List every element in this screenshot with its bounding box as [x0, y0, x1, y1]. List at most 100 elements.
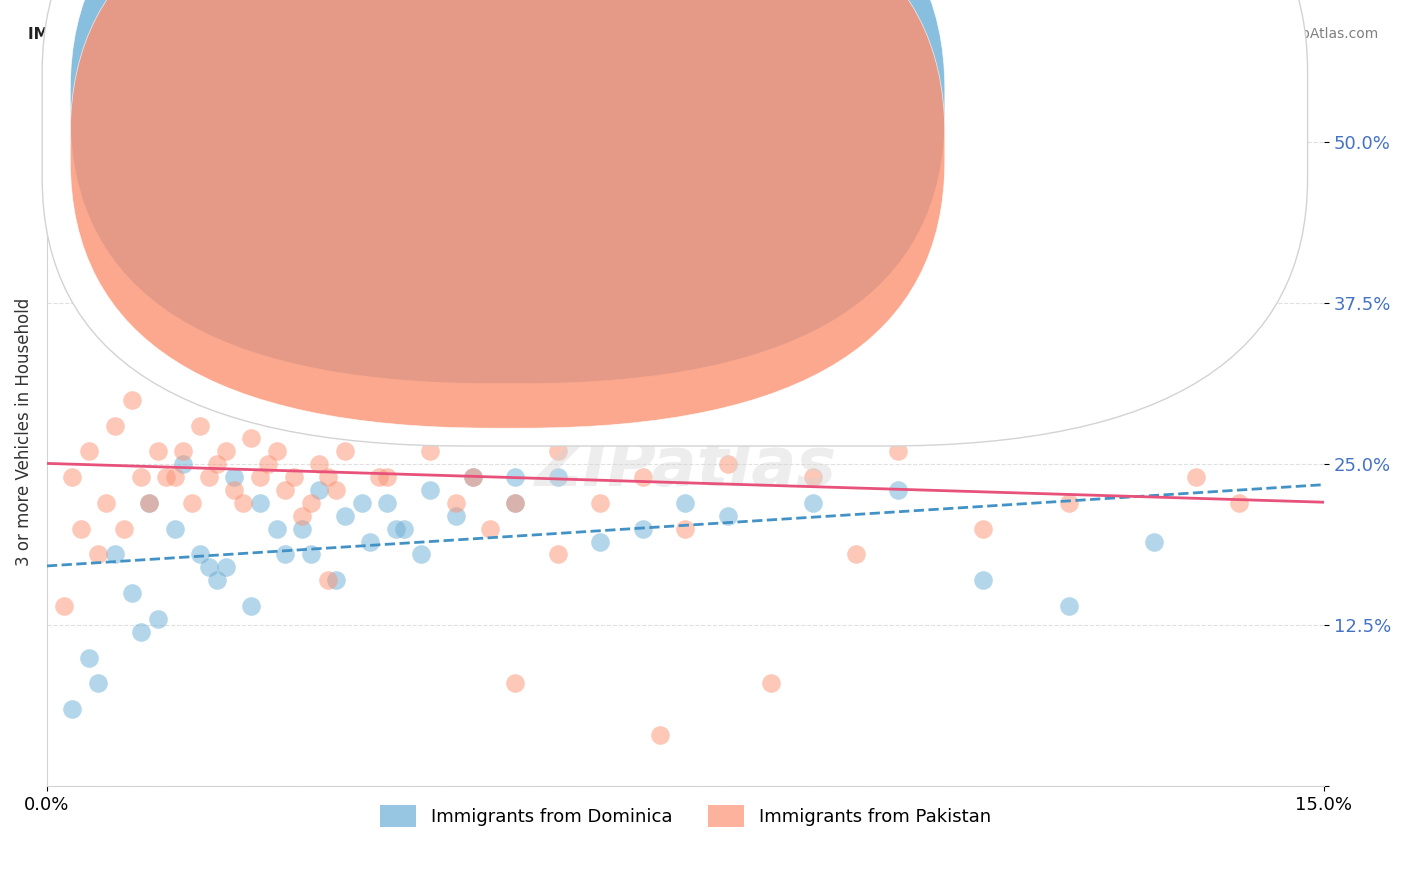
Point — [283, 470, 305, 484]
Point — [274, 548, 297, 562]
Point — [350, 496, 373, 510]
Point — [385, 522, 408, 536]
Point — [350, 418, 373, 433]
Point — [333, 508, 356, 523]
Point — [62, 702, 84, 716]
Point — [257, 457, 280, 471]
Point — [1143, 534, 1166, 549]
Point — [367, 470, 389, 484]
Point — [146, 444, 169, 458]
Point — [648, 728, 671, 742]
Point — [377, 470, 399, 484]
Text: R =  0.023   N = 69: R = 0.023 N = 69 — [534, 134, 710, 152]
Point — [205, 573, 228, 587]
Point — [402, 418, 425, 433]
Point — [394, 418, 416, 433]
Point — [266, 444, 288, 458]
Point — [96, 496, 118, 510]
Point — [503, 496, 526, 510]
Point — [121, 586, 143, 600]
Point — [87, 676, 110, 690]
Point — [79, 650, 101, 665]
Point — [52, 599, 75, 613]
Point — [232, 496, 254, 510]
Text: Source: ZipAtlas.com: Source: ZipAtlas.com — [1230, 27, 1378, 41]
Point — [104, 418, 127, 433]
Point — [385, 392, 408, 407]
Point — [377, 496, 399, 510]
Point — [70, 522, 93, 536]
Point — [215, 444, 238, 458]
Point — [224, 483, 246, 497]
Point — [163, 470, 186, 484]
Point — [240, 599, 263, 613]
Point — [530, 315, 553, 329]
Point — [1185, 470, 1208, 484]
Point — [887, 444, 910, 458]
Point — [333, 444, 356, 458]
Point — [274, 483, 297, 497]
Point — [673, 522, 696, 536]
Point — [155, 470, 177, 484]
Point — [87, 548, 110, 562]
Point — [240, 431, 263, 445]
Point — [266, 522, 288, 536]
Point — [444, 508, 467, 523]
Point — [224, 470, 246, 484]
Point — [411, 392, 433, 407]
Point — [547, 444, 569, 458]
Point — [801, 470, 824, 484]
Point — [717, 457, 740, 471]
Point — [419, 483, 441, 497]
Point — [503, 496, 526, 510]
Point — [887, 483, 910, 497]
Point — [291, 508, 314, 523]
Legend: Immigrants from Dominica, Immigrants from Pakistan: Immigrants from Dominica, Immigrants fro… — [373, 797, 998, 834]
Point — [299, 496, 322, 510]
Point — [249, 470, 271, 484]
Point — [461, 470, 484, 484]
Point — [801, 496, 824, 510]
Point — [325, 573, 347, 587]
Point — [759, 676, 782, 690]
Point — [104, 548, 127, 562]
Point — [188, 418, 211, 433]
Point — [547, 470, 569, 484]
Point — [299, 548, 322, 562]
Point — [589, 534, 612, 549]
Point — [717, 508, 740, 523]
Point — [631, 522, 654, 536]
Point — [138, 496, 160, 510]
Text: ZIPatlas: ZIPatlas — [534, 434, 837, 500]
Point — [308, 457, 330, 471]
Point — [394, 522, 416, 536]
Point — [172, 457, 194, 471]
Point — [419, 444, 441, 458]
Point — [197, 560, 219, 574]
Point — [249, 496, 271, 510]
Point — [138, 496, 160, 510]
Point — [308, 483, 330, 497]
Point — [1057, 496, 1080, 510]
Point — [453, 212, 475, 227]
Point — [291, 522, 314, 536]
Point — [673, 496, 696, 510]
Point — [112, 522, 135, 536]
Point — [631, 470, 654, 484]
Y-axis label: 3 or more Vehicles in Household: 3 or more Vehicles in Household — [15, 298, 32, 566]
Point — [359, 534, 381, 549]
Point — [564, 186, 586, 201]
Point — [316, 573, 339, 587]
Point — [146, 612, 169, 626]
Text: R =  0.183   N = 45: R = 0.183 N = 45 — [534, 85, 710, 103]
Point — [325, 483, 347, 497]
Point — [129, 624, 152, 639]
Point — [316, 470, 339, 484]
Point — [197, 470, 219, 484]
Point — [461, 470, 484, 484]
Point — [411, 548, 433, 562]
Point — [359, 341, 381, 355]
Point — [547, 548, 569, 562]
Point — [1227, 496, 1250, 510]
Point — [205, 457, 228, 471]
